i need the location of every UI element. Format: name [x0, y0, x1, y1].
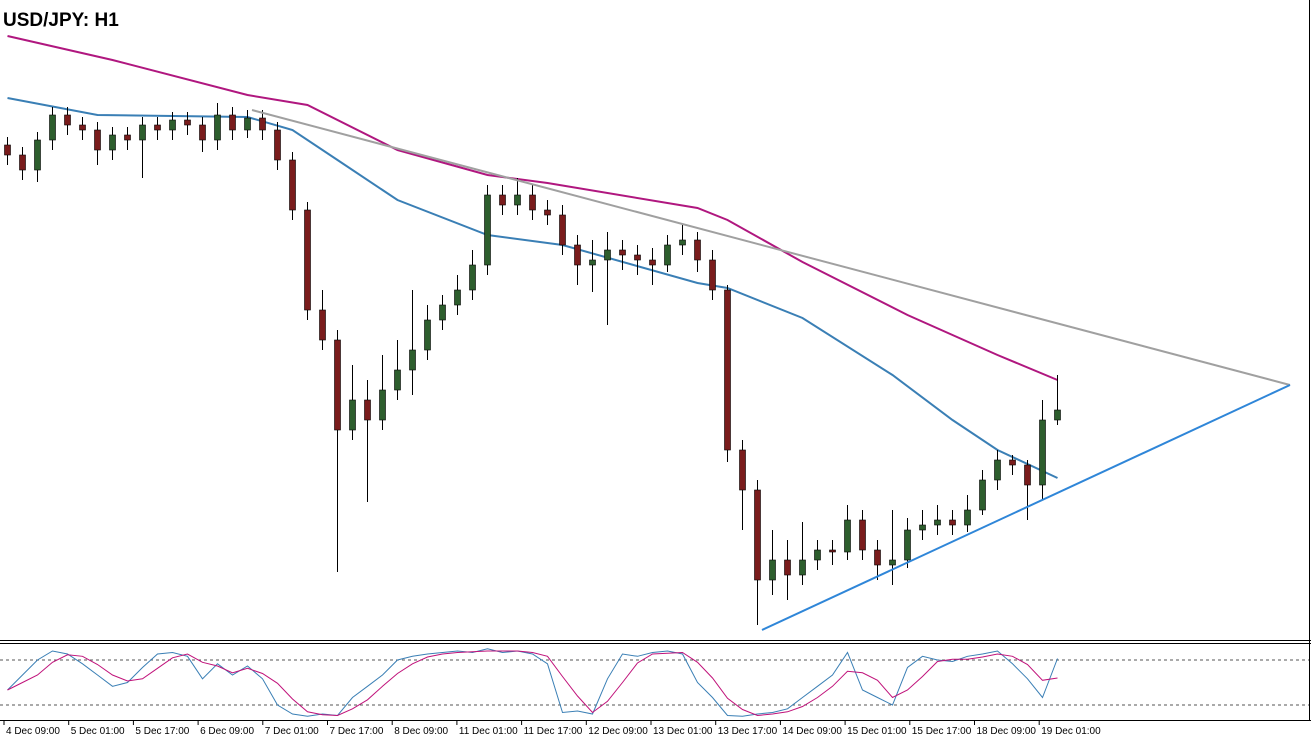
- candle-body: [4, 144, 11, 156]
- x-tick-label: 6 Dec 09:00: [200, 726, 254, 737]
- x-tick-label: 13 Dec 01:00: [653, 726, 713, 737]
- candle-body: [604, 249, 611, 261]
- candle-body: [484, 194, 491, 266]
- moving-average: [7, 97, 1058, 479]
- candle-body: [199, 124, 206, 141]
- candle-body: [439, 304, 446, 321]
- x-tick-label: 5 Dec 17:00: [135, 726, 189, 737]
- candle-body: [154, 124, 161, 131]
- candle-body: [409, 349, 416, 371]
- x-tick-label: 15 Dec 01:00: [847, 726, 907, 737]
- candle-body: [964, 509, 971, 526]
- candle-body: [1009, 459, 1016, 466]
- x-tick-label: 15 Dec 17:00: [912, 726, 972, 737]
- x-tick-label: 7 Dec 17:00: [330, 726, 384, 737]
- candle-body: [634, 254, 641, 261]
- candle-body: [829, 549, 836, 553]
- candle-body: [79, 124, 86, 131]
- candle-body: [859, 519, 866, 551]
- candle-body: [739, 449, 746, 491]
- candle-body: [49, 114, 56, 141]
- candle-body: [934, 519, 941, 526]
- candle-body: [454, 289, 461, 306]
- candle-body: [244, 117, 251, 131]
- candle-body: [94, 129, 101, 151]
- title-background: [0, 4, 132, 32]
- x-tick-label: 18 Dec 09:00: [977, 726, 1037, 737]
- candle-body: [844, 519, 851, 553]
- x-tick-label: 11 Dec 17:00: [524, 726, 583, 737]
- candle-body: [34, 139, 41, 171]
- candle-body: [529, 194, 536, 211]
- candle-body: [1039, 419, 1046, 486]
- x-tick-label: 19 Dec 01:00: [1041, 726, 1101, 737]
- oscillator-line: [7, 648, 1058, 717]
- candle-body: [709, 259, 716, 291]
- candle-body: [64, 114, 71, 126]
- candle-body: [1024, 464, 1031, 486]
- candle-body: [274, 129, 281, 161]
- candle-body: [754, 489, 761, 581]
- chart-title: USD/JPY: H1: [3, 10, 119, 31]
- candle-body: [214, 114, 221, 141]
- candle-body: [319, 309, 326, 341]
- candle-body: [889, 559, 896, 566]
- oscillator-line: [7, 650, 1058, 717]
- candle-body: [949, 519, 956, 526]
- candle-body: [124, 134, 131, 141]
- x-tick-label: 8 Dec 09:00: [394, 726, 448, 737]
- candle-body: [619, 249, 626, 256]
- candle-body: [259, 117, 266, 131]
- candle-body: [469, 264, 476, 291]
- candle-body: [424, 319, 431, 351]
- candle-body: [379, 389, 386, 421]
- candle-body: [784, 559, 791, 576]
- candle-body: [874, 549, 881, 566]
- candle-body: [499, 194, 506, 206]
- trendline: [761, 384, 1291, 631]
- candle-body: [694, 239, 701, 261]
- candle-body: [514, 194, 521, 206]
- candle-body: [544, 209, 551, 216]
- candle-body: [664, 244, 671, 266]
- candle-body: [904, 529, 911, 561]
- candle-body: [304, 209, 311, 311]
- candle-body: [364, 399, 371, 421]
- x-tick-label: 11 Dec 01:00: [459, 726, 518, 737]
- candle-body: [994, 459, 1001, 481]
- candle-body: [19, 154, 26, 171]
- x-tick-label: 14 Dec 09:00: [782, 726, 842, 737]
- candle-body: [349, 399, 356, 431]
- candle-body: [289, 159, 296, 211]
- x-tick-label: 12 Dec 09:00: [588, 726, 648, 737]
- moving-average: [7, 35, 1058, 381]
- candle-body: [229, 114, 236, 131]
- x-tick-label: 4 Dec 09:00: [6, 726, 60, 737]
- candle-body: [109, 134, 116, 151]
- candle-body: [334, 339, 341, 431]
- candle-body: [649, 259, 656, 266]
- candle-body: [1054, 409, 1061, 421]
- candle-body: [769, 559, 776, 581]
- candle-body: [169, 119, 176, 131]
- x-tick-label: 5 Dec 01:00: [71, 726, 125, 737]
- candle-body: [814, 549, 821, 561]
- candle-body: [394, 369, 401, 391]
- trendline: [251, 109, 1291, 386]
- candle-body: [979, 479, 986, 511]
- candle-body: [574, 244, 581, 266]
- x-tick-label: 7 Dec 01:00: [265, 726, 319, 737]
- plot-layer: [0, 35, 1309, 717]
- candle-body: [184, 119, 191, 126]
- candle-body: [139, 124, 146, 141]
- x-tick-label: 13 Dec 17:00: [718, 726, 778, 737]
- candle-body: [679, 239, 686, 246]
- candle-body: [724, 289, 731, 451]
- candle-body: [589, 259, 596, 266]
- candle-body: [919, 524, 926, 531]
- candle-body: [559, 214, 566, 246]
- candle-body: [799, 559, 806, 576]
